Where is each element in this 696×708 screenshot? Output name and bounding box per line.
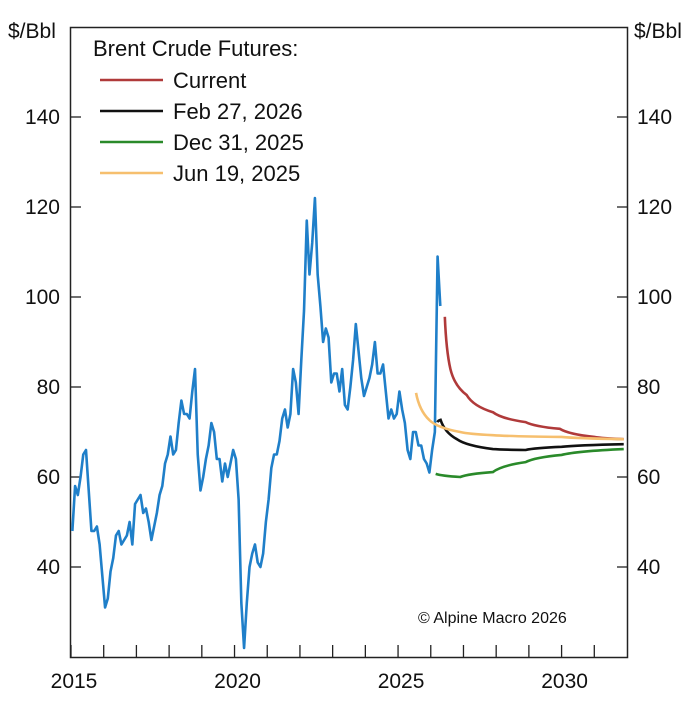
- series-feb-27-2026: [436, 418, 624, 452]
- y-tick-label-left: 100: [25, 286, 60, 309]
- y-tick-label-right: 140: [637, 106, 672, 129]
- x-tick-label: 2030: [541, 670, 588, 693]
- legend-title: Brent Crude Futures:: [93, 36, 298, 61]
- legend: Brent Crude Futures: Current Feb 27, 2026…: [93, 36, 304, 186]
- y-axis-label-left: $/Bbl: [8, 20, 56, 43]
- series-jun-19-2025: [414, 392, 624, 441]
- legend-entry: Jun 19, 2025: [173, 161, 300, 186]
- y-tick-label-right: 100: [637, 286, 672, 309]
- y-tick-label-right: 120: [637, 196, 672, 219]
- y-tick-label-right: 80: [637, 376, 660, 399]
- y-axis-label-right: $/Bbl: [634, 20, 682, 43]
- x-tick-label: 2025: [378, 670, 425, 693]
- series-current: [443, 316, 624, 441]
- copyright-annotation: © Alpine Macro 2026: [418, 610, 567, 627]
- y-tick-label-right: 40: [637, 556, 660, 579]
- series-brent-spot: [71, 196, 442, 650]
- x-tick-label: 2020: [214, 670, 261, 693]
- plot-frame: [69, 26, 629, 659]
- y-tick-label-right: 60: [637, 466, 660, 489]
- legend-entry: Current: [173, 68, 246, 93]
- legend-entry: Dec 31, 2025: [173, 130, 304, 155]
- y-tick-label-left: 80: [37, 376, 60, 399]
- x-tick-label: 2015: [51, 670, 98, 693]
- y-tick-label-left: 120: [25, 196, 60, 219]
- series-dec-31-2025: [435, 447, 624, 479]
- y-tick-label-left: 140: [25, 106, 60, 129]
- legend-entry: Feb 27, 2026: [173, 99, 303, 124]
- y-tick-label-left: 60: [37, 466, 60, 489]
- y-tick-label-left: 40: [37, 556, 60, 579]
